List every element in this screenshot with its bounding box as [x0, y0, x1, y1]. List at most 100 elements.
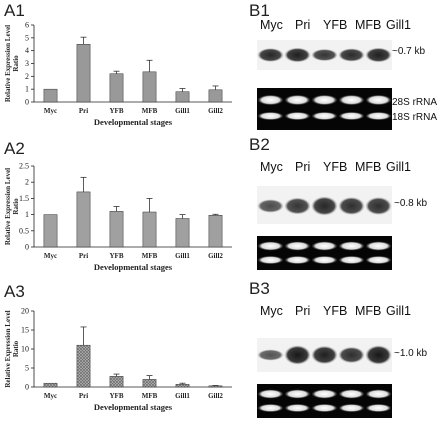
lane-label: Myc	[260, 160, 283, 174]
y-axis-label: Relative Expression LevelRatio	[4, 310, 20, 387]
y-tick-label: 0	[25, 243, 29, 252]
lane-label: Myc	[260, 304, 283, 318]
y-tick-label: 4	[25, 46, 29, 55]
x-tick-label: MFB	[142, 252, 158, 260]
bar	[208, 385, 223, 388]
gel-band	[257, 241, 284, 251]
x-axis-label: Developmental stages	[94, 262, 173, 272]
gel-band	[284, 389, 311, 399]
bar	[109, 376, 124, 388]
northern-blot-band-b1	[257, 40, 392, 70]
x-tick-label: Myc	[44, 107, 57, 115]
bar-chart-a1: 0 1 2 3 4 5 6 Myc Pri YFB MFB Gill1 Gill2 Development…	[4, 21, 232, 127]
gel-band	[257, 112, 284, 120]
gel-band	[365, 389, 392, 399]
y-tick-label: 0	[25, 383, 29, 392]
y-tick-label: 0.5	[19, 226, 29, 235]
x-tick-label: MFB	[142, 107, 158, 115]
x-tick-label: YFB	[110, 392, 124, 400]
band-size-label-b1: ~0.7 kb	[392, 46, 426, 57]
y-axis-label: Relative Expression LevelRatio	[4, 25, 20, 102]
x-tick-label: Gill2	[208, 252, 223, 260]
x-tick-label: Gill2	[208, 107, 223, 115]
lane-label: Gill1	[386, 18, 412, 32]
panel-label-a1: A1	[4, 1, 25, 20]
blot-band	[284, 345, 311, 365]
x-tick-label: YFB	[110, 107, 124, 115]
x-tick-label: Gill1	[175, 252, 190, 260]
lane-label: YFB	[323, 304, 348, 318]
lane-label: Myc	[260, 18, 283, 32]
y-tick-label: 1.5	[19, 194, 29, 203]
lane-label: Gill1	[386, 160, 412, 174]
lane-label: YFB	[323, 160, 348, 174]
y-axis-label: Relative Expression LevelRatio	[4, 168, 20, 245]
bar	[76, 344, 91, 388]
y-tick-label: 15	[21, 326, 29, 335]
x-tick-label: Gill1	[175, 392, 190, 400]
gel-band	[365, 256, 392, 264]
bar	[43, 214, 58, 248]
gel-background	[257, 384, 392, 418]
gel-band	[257, 389, 284, 399]
gel-band	[338, 112, 365, 120]
x-tick-label: Gill2	[208, 392, 223, 400]
panel-label-b1: B1	[249, 1, 270, 20]
blot-band	[257, 349, 284, 361]
blot-band	[338, 48, 365, 62]
lane-label: Pri	[295, 304, 311, 318]
y-tick-label: 1	[25, 85, 29, 94]
bar-chart-a2: 0 0.5 1 1.5 2 2.5 Myc Pri YFB MFB Gill1 Gill2 Develo…	[4, 162, 232, 272]
gel-svg	[257, 88, 392, 130]
blot-band	[338, 347, 365, 363]
bar	[208, 214, 223, 248]
gel-band	[338, 241, 365, 251]
gel-band	[311, 112, 338, 120]
blot-band	[257, 48, 284, 62]
x-tick-label: YFB	[110, 252, 124, 260]
gel-band	[284, 404, 311, 412]
blot-band	[311, 346, 338, 364]
y-tick-label: 1	[25, 210, 29, 219]
gel-background	[257, 236, 392, 270]
y-tick-label: 3	[25, 59, 29, 68]
gel-band	[338, 389, 365, 399]
blot-band	[284, 197, 311, 215]
northern-blot-band-b3	[257, 338, 392, 372]
bar	[43, 382, 58, 388]
lane-labels-b1: Myc Pri YFB MFB Gill1	[260, 18, 420, 34]
lane-labels-b3: Myc Pri YFB MFB Gill1	[260, 304, 420, 320]
gel-band	[338, 95, 365, 105]
rrna-gel-b2	[257, 236, 392, 270]
lane-labels-b2: Myc Pri YFB MFB Gill1	[260, 160, 420, 176]
bar	[43, 88, 58, 103]
gel-band	[284, 256, 311, 264]
rrna-18s-label: 18S rRNA	[392, 112, 438, 123]
bar	[175, 218, 190, 248]
band-size-label-b3: ~1.0 kb	[394, 348, 428, 359]
blot-band	[338, 197, 365, 215]
blot-band	[365, 197, 392, 215]
gel-band	[338, 404, 365, 412]
gel-band	[365, 241, 392, 251]
y-tick-label: 5	[25, 33, 29, 42]
bar	[76, 191, 91, 248]
blot-svg	[257, 186, 392, 224]
lane-label: YFB	[323, 18, 348, 32]
x-axis-label: Developmental stages	[94, 117, 173, 127]
lane-label: Pri	[295, 18, 311, 32]
lane-label: Pri	[295, 160, 311, 174]
lane-label: MFB	[355, 160, 382, 174]
y-tick-label: 0	[25, 98, 29, 107]
x-tick-label: Pri	[79, 392, 88, 400]
x-tick-label: Pri	[79, 107, 88, 115]
bar-chart-a3: 0 5 10 15 20 Myc Pri YFB MFB Gill1 Gill2 Developmen…	[4, 307, 232, 412]
panel-label-b2: B2	[249, 135, 270, 154]
bar	[175, 91, 190, 103]
rrna-28s-label: 28S rRNA	[392, 97, 438, 108]
panel-label-b3: B3	[249, 279, 270, 298]
x-axis-label: Developmental stages	[94, 402, 173, 412]
gel-band	[365, 112, 392, 120]
blot-svg	[257, 40, 392, 70]
bar	[208, 89, 223, 103]
